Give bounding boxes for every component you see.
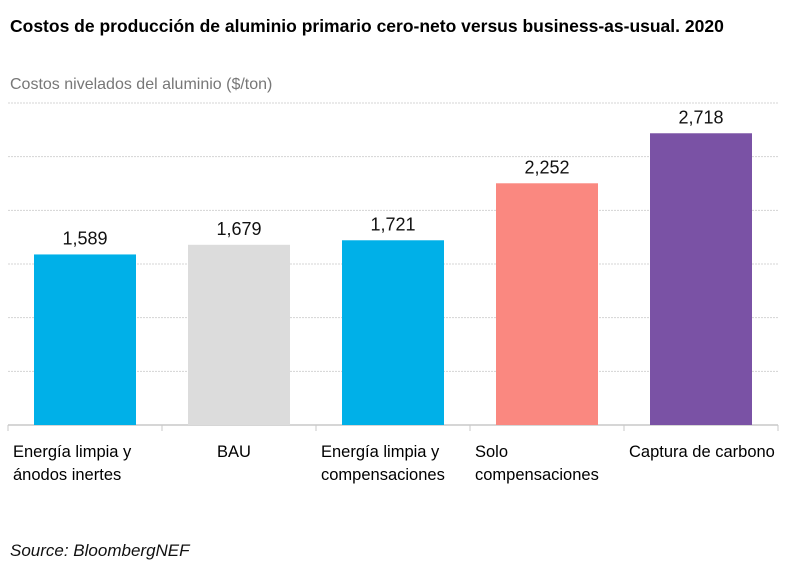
bar [496, 183, 598, 425]
bar [342, 240, 444, 425]
bar [650, 133, 752, 425]
x-tick-label: Solo compensaciones [475, 443, 599, 484]
data-label: 2,252 [524, 157, 569, 177]
x-tick-label: Energía limpia y ánodos inertes [13, 443, 132, 484]
source-note: Source: BloombergNEF [10, 541, 190, 560]
x-tick-label: Captura de carbono [629, 443, 775, 461]
x-tick-label: Energía limpia y compensaciones [321, 443, 445, 484]
bar [188, 244, 290, 425]
bar [34, 254, 136, 425]
chart-subtitle: Costos nivelados del aluminio ($/ton) [10, 76, 273, 93]
data-label: 1,589 [62, 228, 107, 248]
x-tick-label: BAU [217, 443, 251, 461]
chart-title: Costos de producción de aluminio primari… [10, 16, 724, 36]
data-label: 1,721 [370, 214, 415, 234]
data-label: 1,679 [216, 219, 261, 239]
data-label: 2,718 [678, 107, 723, 127]
